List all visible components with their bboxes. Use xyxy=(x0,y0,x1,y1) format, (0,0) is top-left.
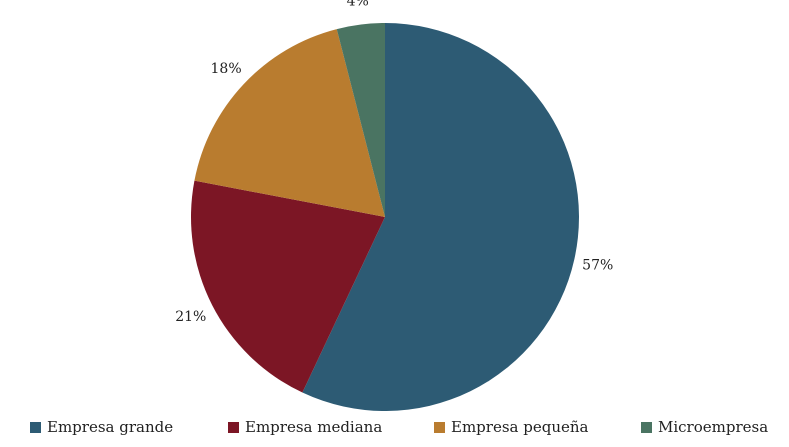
legend-item-empresa-pequena: Empresa pequeña xyxy=(434,418,588,436)
legend-item-empresa-mediana: Empresa mediana xyxy=(228,418,382,436)
legend-label-microempresa: Microempresa xyxy=(658,418,769,436)
legend-swatch-microempresa xyxy=(641,421,652,433)
legend-swatch-empresa-grande xyxy=(30,421,41,433)
pie-slice-empresa-mediana xyxy=(191,180,385,393)
slice-label-empresa-mediana: 21% xyxy=(175,309,206,325)
pie-slices xyxy=(191,22,579,412)
legend-item-empresa-grande: Empresa grande xyxy=(30,418,173,436)
legend: Empresa grande Empresa mediana Empresa p… xyxy=(30,418,770,440)
legend-label-empresa-grande: Empresa grande xyxy=(47,418,174,436)
slice-label-empresa-pequena: 18% xyxy=(211,61,242,77)
pie-slice-microempresa xyxy=(336,23,385,217)
legend-swatch-empresa-pequena xyxy=(434,421,445,433)
slice-label-microempresa: 4% xyxy=(347,0,369,10)
legend-swatch-empresa-mediana xyxy=(228,421,239,433)
pie-slice-empresa-pequena xyxy=(194,29,385,218)
pie-slice-empresa-grande xyxy=(302,22,579,412)
slice-labels: 57% 21% 18% 4% xyxy=(175,0,613,325)
slice-label-empresa-grande: 57% xyxy=(582,258,613,274)
legend-item-microempresa: Microempresa xyxy=(641,418,768,436)
legend-label-empresa-mediana: Empresa mediana xyxy=(245,418,383,436)
legend-label-empresa-pequena: Empresa pequeña xyxy=(451,418,589,436)
